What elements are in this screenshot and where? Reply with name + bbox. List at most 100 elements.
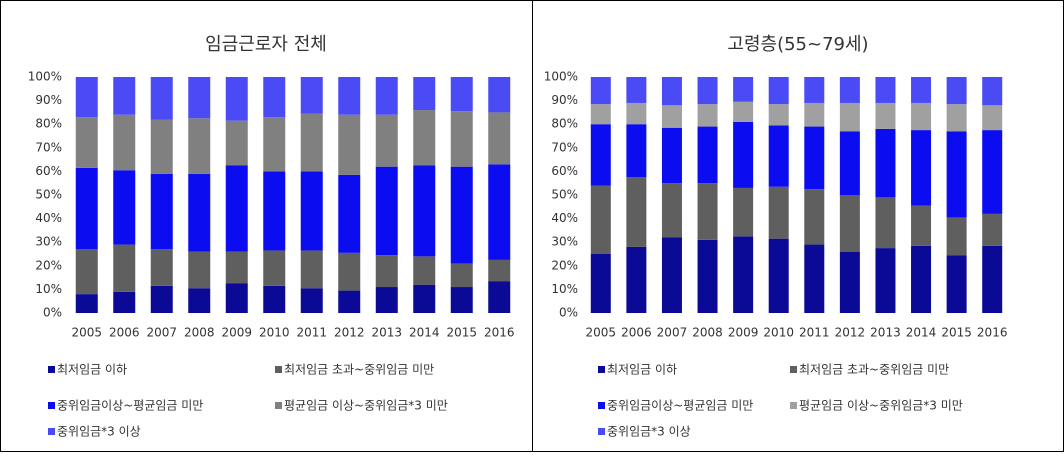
- legend-label: 중위임금*3 이상: [607, 425, 691, 439]
- bar-segment: [225, 165, 248, 252]
- bar-segment: [375, 287, 398, 313]
- bar-segment: [450, 166, 473, 264]
- legend-swatch: [48, 402, 55, 409]
- legend-label: 최저임금 초과~중위임금 미만: [799, 363, 949, 377]
- bar-segment: [911, 102, 932, 131]
- legend-swatch: [598, 402, 605, 409]
- bar-segment: [875, 248, 896, 313]
- y-tick-label: 60%: [35, 164, 62, 178]
- x-tick-label: 2005: [586, 326, 617, 340]
- bar-segment: [263, 285, 286, 313]
- bar-segment: [661, 105, 682, 128]
- bar-segment: [590, 185, 611, 254]
- bar-segment: [375, 166, 398, 256]
- x-tick-label: 2009: [728, 326, 759, 340]
- bar-segment: [911, 77, 932, 103]
- bar-segment: [768, 77, 789, 105]
- bar-segment: [982, 245, 1003, 313]
- chart-title: 고령층(55~79세): [727, 34, 868, 55]
- bar-segment: [225, 251, 248, 284]
- bar-segment: [300, 113, 323, 172]
- bar-segment: [626, 124, 647, 178]
- bar-segment: [804, 102, 825, 127]
- bar-segment: [488, 164, 511, 260]
- bar-segment: [338, 290, 361, 313]
- x-tick-label: 2016: [977, 326, 1008, 340]
- bar-segment: [75, 294, 98, 313]
- bar-segment: [661, 77, 682, 106]
- bar-segment: [733, 236, 754, 313]
- bar-segment: [375, 114, 398, 167]
- x-tick-label: 2010: [259, 326, 290, 340]
- bar-segment: [661, 183, 682, 238]
- bar-segment: [733, 121, 754, 188]
- bar-segment: [982, 213, 1003, 246]
- bar-segment: [697, 104, 718, 127]
- bar-segment: [150, 77, 173, 120]
- bar-segment: [113, 291, 136, 313]
- x-tick-label: 2009: [221, 326, 252, 340]
- y-tick-label: 60%: [551, 164, 578, 178]
- bar-segment: [839, 131, 860, 195]
- x-tick-label: 2007: [146, 326, 177, 340]
- legend-swatch: [790, 402, 797, 409]
- x-tick-label: 2006: [621, 326, 652, 340]
- legend-swatch: [275, 366, 282, 373]
- y-tick-label: 20%: [35, 258, 62, 272]
- bar-segment: [75, 249, 98, 295]
- bar-segment: [804, 126, 825, 190]
- legend-label: 중위임금이상~평균임금 미만: [57, 399, 203, 413]
- y-tick-label: 0%: [559, 306, 578, 320]
- x-tick-label: 2005: [71, 326, 102, 340]
- bar-segment: [188, 251, 211, 289]
- bar-segment: [150, 249, 173, 286]
- bar-segment: [839, 102, 860, 132]
- bar-segment: [450, 287, 473, 313]
- x-tick-label: 2014: [409, 326, 440, 340]
- bar-segment: [733, 77, 754, 102]
- bar-segment: [263, 117, 286, 172]
- bar-segment: [338, 77, 361, 115]
- legend-swatch: [598, 366, 605, 373]
- bar-segment: [626, 177, 647, 247]
- x-tick-label: 2006: [109, 326, 140, 340]
- bar-segment: [413, 256, 436, 285]
- bar-segment: [488, 259, 511, 282]
- bar-segment: [875, 128, 896, 198]
- bar-segment: [590, 77, 611, 105]
- legend-label: 평균임금 이상~중위임금*3 미만: [799, 399, 963, 413]
- y-tick-label: 90%: [551, 93, 578, 107]
- bar-segment: [590, 124, 611, 186]
- bar-segment: [626, 77, 647, 103]
- bar-segment: [113, 244, 136, 292]
- bar-segment: [804, 244, 825, 313]
- x-tick-label: 2012: [334, 326, 365, 340]
- bar-segment: [946, 77, 967, 105]
- bar-segment: [804, 77, 825, 103]
- bar-segment: [590, 104, 611, 125]
- y-tick-label: 90%: [35, 93, 62, 107]
- y-tick-label: 80%: [35, 117, 62, 131]
- bar-segment: [488, 281, 511, 313]
- y-tick-label: 0%: [43, 306, 62, 320]
- bar-segment: [300, 171, 323, 251]
- legend-label: 최저임금 초과~중위임금 미만: [284, 363, 434, 377]
- bar-segment: [263, 171, 286, 251]
- bar-segment: [150, 173, 173, 250]
- x-tick-label: 2012: [835, 326, 866, 340]
- y-tick-label: 40%: [551, 211, 578, 225]
- bar-segment: [375, 255, 398, 288]
- bar-segment: [338, 252, 361, 291]
- x-tick-label: 2013: [371, 326, 402, 340]
- legend-label: 최저임금 이하: [57, 363, 127, 377]
- legend-swatch: [598, 428, 605, 435]
- bar-segment: [413, 77, 436, 111]
- legend-label: 평균임금 이상~중위임금*3 미만: [284, 399, 448, 413]
- bar-segment: [875, 77, 896, 103]
- legend-swatch: [275, 402, 282, 409]
- y-tick-label: 50%: [35, 188, 62, 202]
- bar-segment: [488, 77, 511, 113]
- y-tick-label: 50%: [551, 188, 578, 202]
- y-tick-label: 10%: [551, 282, 578, 296]
- x-tick-label: 2011: [296, 326, 327, 340]
